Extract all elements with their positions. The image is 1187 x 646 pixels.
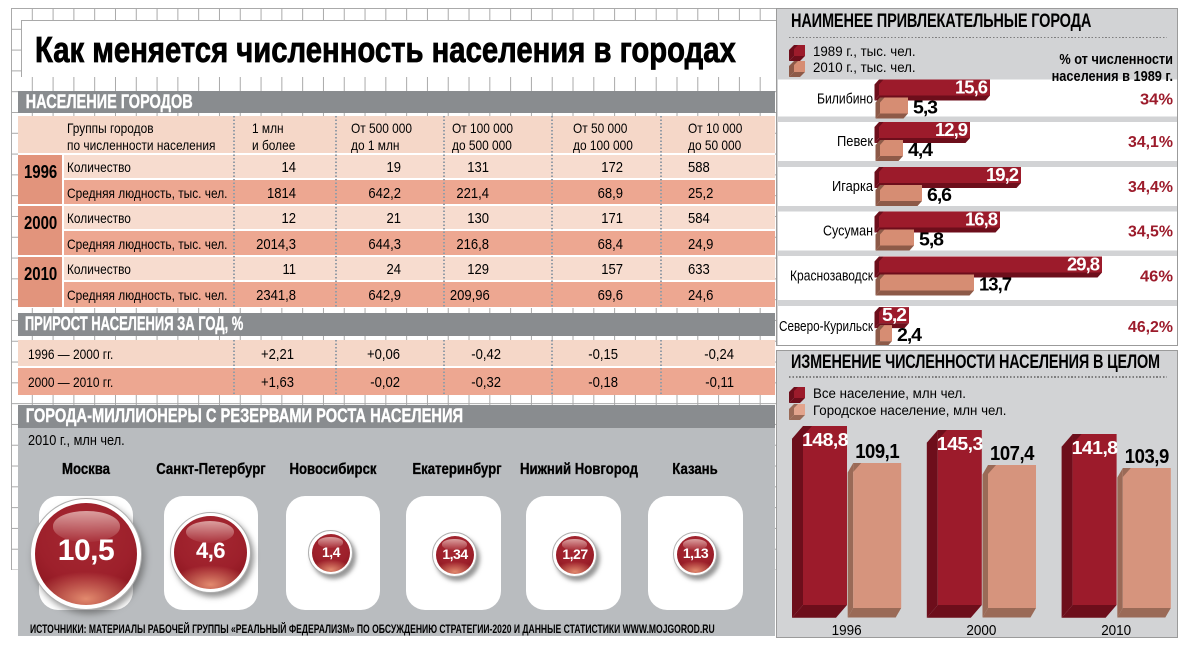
svg-text:Северо-Курильск: Северо-Курильск [779,318,873,335]
svg-text:107,4: 107,4 [990,443,1035,465]
svg-text:141,8: 141,8 [1072,438,1119,458]
svg-text:4,4: 4,4 [908,139,934,160]
svg-text:148,8: 148,8 [802,430,849,450]
svg-text:Игарка: Игарка [832,178,874,195]
svg-text:16,8: 16,8 [965,209,998,230]
svg-text:34,1%: 34,1% [1128,134,1173,151]
svg-text:12,9: 12,9 [935,119,968,140]
svg-text:145,3: 145,3 [937,434,984,454]
svg-text:Билибино: Билибино [817,91,873,108]
svg-text:Певек: Певек [837,133,873,150]
svg-text:46%: 46% [1140,269,1173,286]
svg-text:46,2%: 46,2% [1128,319,1173,336]
svg-text:34,4%: 34,4% [1128,179,1173,196]
svg-text:6,6: 6,6 [927,184,952,205]
svg-text:Сусуман: Сусуман [823,223,873,240]
svg-text:2,4: 2,4 [897,324,923,345]
svg-text:Краснозаводск: Краснозаводск [790,268,873,285]
svg-text:34,5%: 34,5% [1128,224,1173,241]
svg-text:5,2: 5,2 [882,304,907,325]
svg-text:103,9: 103,9 [1125,446,1169,468]
svg-text:19,2: 19,2 [986,164,1019,185]
svg-text:5,8: 5,8 [919,229,944,250]
svg-text:2010: 2010 [1101,622,1131,637]
svg-text:2000: 2000 [966,622,996,637]
svg-text:13,7: 13,7 [979,274,1012,295]
svg-text:29,8: 29,8 [1067,254,1100,275]
svg-text:34%: 34% [1140,92,1173,109]
svg-text:109,1: 109,1 [855,441,899,463]
svg-text:5,3: 5,3 [913,97,938,118]
svg-text:1996: 1996 [832,622,862,637]
svg-text:15,6: 15,6 [955,77,988,98]
